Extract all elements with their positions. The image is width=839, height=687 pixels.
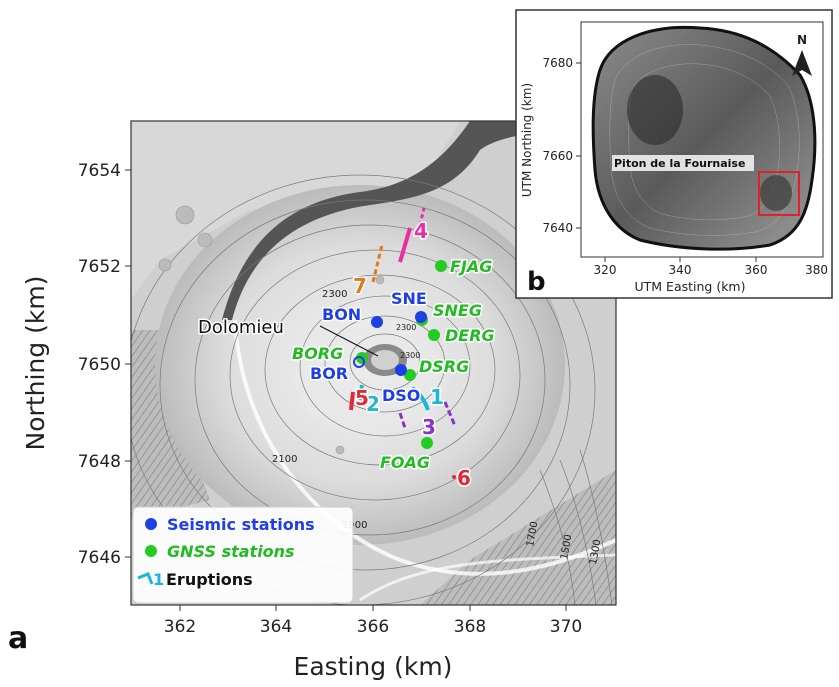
contour-label-2100: 2100 [272, 454, 297, 465]
inset-y-tick-label: 7640 [542, 221, 573, 235]
inset-x-tick-label: 320 [594, 263, 617, 277]
y-tick-label: 7650 [78, 355, 121, 375]
x-tick-label: 364 [260, 617, 292, 637]
gnss-label-sneg: SNEG [433, 301, 482, 320]
seismic-label-bor: BOR [310, 364, 348, 383]
seismic-station-bon[interactable]: BON [321, 304, 383, 328]
eruption-label-5: 5 [355, 386, 369, 410]
study-area-box [758, 171, 800, 216]
gnss-station-fjag[interactable]: FJAG [435, 256, 494, 278]
eruption-label-6: 6 [457, 466, 471, 490]
inset-map: Piton de la Fournaise N 320 340 360 380 … [515, 9, 833, 299]
eruption-6: 6 [452, 465, 472, 492]
legend-seismic-marker [145, 518, 157, 530]
eruption-5: 5 [349, 385, 370, 412]
main-map-ticks [125, 169, 567, 611]
gnss-label-foag: FOAG [380, 453, 430, 472]
eruption-label-3: 3 [422, 415, 436, 439]
x-axis-label: Easting (km) [294, 652, 453, 681]
inset-x-tick-label: 360 [745, 263, 768, 277]
y-tick-label: 7648 [78, 452, 121, 472]
inset-x-tick-labels: 320 340 360 380 [594, 263, 828, 277]
legend-eruption-icon [137, 572, 154, 585]
gnss-station-sneg[interactable]: SNEG [416, 300, 483, 326]
inset-axes: Piton de la Fournaise N [580, 21, 824, 258]
fournaise-relief [760, 175, 792, 211]
eruption-label-1: 1 [430, 385, 444, 409]
inset-x-tick-label: 340 [669, 263, 692, 277]
inset-y-tick-label: 7680 [542, 56, 573, 70]
gnss-label-derg: DERG [445, 326, 495, 345]
gnss-label-borg: BORG [292, 344, 343, 363]
contour-labels: 2300 2300 2300 2100 1900 1700 1500 1300 [272, 289, 603, 566]
x-tick-label: 368 [454, 617, 486, 637]
contour-label-2300: 2300 [396, 323, 416, 332]
gnss-label-fjag: FJAG [450, 257, 492, 276]
gnss-label-dsrg: DSRG [419, 357, 469, 376]
gnss-stations: FJAG SNEG DERG BORG DSRG FOAG [291, 256, 497, 474]
seismic-station-dso[interactable]: DSO [381, 364, 422, 407]
y-tick-label: 7654 [78, 161, 121, 181]
y-tick-label: 7646 [78, 548, 121, 568]
inset-y-axis-label: UTM Northing (km) [520, 83, 534, 197]
north-label: N [797, 33, 807, 47]
volcano-label: Piton de la Fournaise [614, 157, 745, 170]
x-tick-label: 362 [164, 617, 196, 637]
x-tick-labels: 362 364 366 368 370 [164, 617, 582, 637]
contour-label-1700: 1700 [525, 521, 540, 548]
legend-eruption-number: 1 [153, 570, 164, 589]
contour-label-1900: 1900 [342, 520, 367, 531]
eruption-1: 1 [410, 384, 445, 411]
small-cones [158, 205, 385, 455]
legend: Seismic stations GNSS stations 1 Eruptio… [132, 506, 354, 604]
seismic-label-sne: SNE [391, 289, 427, 308]
contour-label-1500: 1500 [559, 534, 574, 561]
north-arrow-icon [792, 50, 812, 76]
piton-des-neiges-relief [627, 75, 683, 145]
legend-seismic-label: Seismic stations [167, 515, 315, 534]
x-tick-label: 366 [357, 617, 389, 637]
eruption-label-7: 7 [353, 274, 367, 298]
seismic-label-bon: BON [322, 305, 361, 324]
eruption-label-4: 4 [414, 219, 428, 243]
eruption-4: 4 [398, 207, 429, 263]
y-tick-label: 7652 [78, 257, 121, 277]
contour-label-1300: 1300 [588, 539, 603, 566]
legend-gnss-label: GNSS stations [167, 542, 295, 561]
panel-letter-b: b [527, 267, 546, 297]
inset-x-axis-label: UTM Easting (km) [635, 279, 746, 294]
gnss-station-derg[interactable]: DERG [428, 325, 496, 347]
eruption-fissures: 1 2 3 4 5 6 [349, 207, 472, 492]
contour-lines [131, 174, 613, 605]
seismic-station-sne[interactable]: SNE [390, 288, 428, 323]
crater-leader-line [319, 325, 379, 357]
y-axis-label: Northing (km) [21, 276, 50, 451]
panel-letter-a: a [8, 621, 28, 656]
inset-ticks [576, 62, 757, 262]
legend-eruptions-label: Eruptions [166, 570, 253, 589]
contour-label-2300: 2300 [400, 351, 420, 360]
gnss-station-foag[interactable]: FOAG [379, 437, 433, 474]
eruption-7: 7 [352, 244, 384, 300]
seismic-stations: BON SNE BOR DSO [309, 288, 429, 407]
eruption-label-2: 2 [366, 392, 380, 416]
eruption-2: 2 [358, 384, 381, 418]
seismic-label-dso: DSO [382, 386, 420, 405]
seismic-station-bor[interactable]: BOR [309, 356, 365, 385]
contour-label-2300: 2300 [322, 289, 347, 300]
gnss-station-dsrg[interactable]: DSRG [404, 356, 471, 381]
legend-gnss-marker [145, 545, 157, 557]
crater-label: Dolomieu [198, 317, 284, 338]
eruption-3: 3 [398, 401, 457, 441]
inset-y-tick-label: 7660 [542, 149, 573, 163]
x-tick-label: 370 [550, 617, 582, 637]
volcano-label-background [612, 155, 754, 171]
inset-x-tick-label: 380 [805, 263, 828, 277]
inset-y-tick-labels: 7640 7660 7680 [542, 56, 573, 235]
y-tick-labels: 7646 7648 7650 7652 7654 [78, 161, 121, 568]
